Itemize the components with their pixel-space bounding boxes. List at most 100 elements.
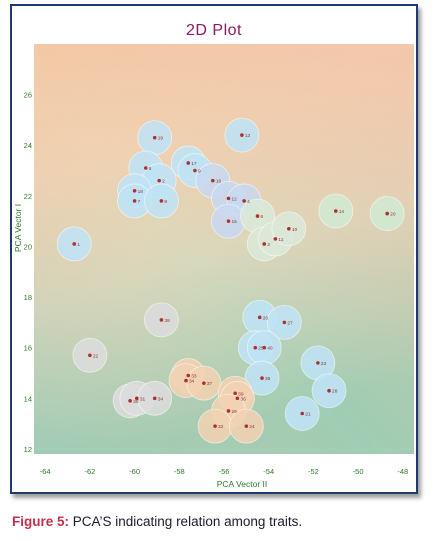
point-label: 34 xyxy=(158,396,164,402)
x-tick-label: -50 xyxy=(353,467,364,476)
point-label: 24 xyxy=(249,424,255,430)
data-point xyxy=(235,396,240,401)
x-tick-label: -62 xyxy=(84,467,95,476)
y-tick-label: 20 xyxy=(24,242,32,251)
data-point xyxy=(242,199,246,203)
pca-scatter-chart: 1 19 5 2 179 18 7 8 16 12 4 15 13 6 3 11 10 14 20 38 22 26 27 2… xyxy=(13,44,414,489)
bubble-layer: 1 19 5 2 179 18 7 8 16 12 4 15 13 6 3 11 10 14 20 38 22 26 27 2… xyxy=(56,117,405,444)
data-point xyxy=(157,178,161,183)
point-label: 25 xyxy=(258,346,264,352)
point-label: 21 xyxy=(305,412,311,418)
data-point xyxy=(72,242,77,246)
data-point xyxy=(327,388,331,393)
y-tick-label: 22 xyxy=(24,192,32,201)
point-label: 7 xyxy=(138,199,141,205)
point-label: 33 xyxy=(191,374,197,380)
point-label: 16 xyxy=(216,179,222,185)
point-label: 29 xyxy=(231,409,237,415)
data-point xyxy=(132,199,137,203)
data-point xyxy=(184,378,188,383)
data-point xyxy=(202,381,206,385)
x-tick-label: -64 xyxy=(40,467,51,476)
data-point xyxy=(186,161,191,165)
point-label: 23 xyxy=(321,361,327,367)
point-label: 36 xyxy=(240,396,246,402)
point-label: 12 xyxy=(231,196,237,202)
data-point xyxy=(260,376,264,380)
point-label: 26 xyxy=(263,315,269,321)
point-label: 40 xyxy=(267,346,273,352)
data-point xyxy=(193,168,197,173)
data-point xyxy=(226,409,231,413)
point-label: 28 xyxy=(332,389,338,395)
x-tick-label: -56 xyxy=(219,467,230,476)
point-label: 1 xyxy=(77,242,80,248)
point-label: 22 xyxy=(93,353,99,359)
point-label: 11 xyxy=(278,237,283,243)
data-point xyxy=(211,178,215,183)
data-point xyxy=(226,219,231,223)
tick-layer: -64 -62 -60 -58 -56 -54 -52 -50 -481214161820222… xyxy=(24,91,409,476)
data-point xyxy=(213,424,217,428)
figure-caption: Figure 5: PCA’S indicating relation amon… xyxy=(12,514,302,529)
data-point xyxy=(385,211,389,216)
figure-frame: 1 19 5 2 17 9 18 7 8 16 12 4 15 13 6 3 11 10 14 20 38 22 26 27 2… xyxy=(10,4,418,494)
data-point xyxy=(333,209,338,213)
data-point xyxy=(159,318,164,322)
data-point xyxy=(143,166,148,170)
data-point xyxy=(226,196,231,201)
point-label: 4 xyxy=(247,199,250,205)
data-point xyxy=(244,424,249,428)
point-label: 30 xyxy=(133,399,139,405)
point-label: 19 xyxy=(158,136,164,142)
y-axis-label: PCA Vector I xyxy=(13,204,23,252)
data-point xyxy=(152,396,157,401)
x-tick-label: -52 xyxy=(308,467,319,476)
point-label: 18 xyxy=(138,189,144,195)
point-label: 5 xyxy=(149,166,152,172)
x-tick-label: -54 xyxy=(263,467,274,476)
data-point xyxy=(257,315,262,320)
data-point xyxy=(159,199,164,203)
y-tick-label: 12 xyxy=(24,445,32,454)
plot-title: 2D Plot xyxy=(186,22,242,39)
point-label: 15 xyxy=(231,219,237,225)
data-point xyxy=(128,399,132,403)
point-label: 6 xyxy=(261,214,264,220)
data-point xyxy=(135,396,139,401)
y-tick-label: 26 xyxy=(24,91,32,100)
point-label: 17 xyxy=(191,161,197,167)
data-point xyxy=(262,345,267,350)
point-label: 34 xyxy=(189,379,195,385)
data-point xyxy=(262,242,267,246)
y-tick-label: 18 xyxy=(24,293,32,302)
point-label: 31 xyxy=(140,396,146,402)
y-tick-label: 24 xyxy=(24,141,32,150)
data-point xyxy=(316,361,320,365)
data-point xyxy=(300,411,305,416)
y-tick-label: 14 xyxy=(24,394,32,403)
x-tick-label: -60 xyxy=(129,467,140,476)
point-label: 14 xyxy=(339,209,345,215)
point-label: 13 xyxy=(245,133,251,139)
data-point xyxy=(282,320,287,325)
point-label: 35 xyxy=(265,376,271,382)
point-label: 9 xyxy=(198,169,201,175)
data-point xyxy=(88,353,92,358)
data-point xyxy=(255,214,260,218)
x-tick-label: -48 xyxy=(397,467,408,476)
data-point xyxy=(233,391,237,396)
point-label: 20 xyxy=(390,212,396,218)
point-label: 39 xyxy=(238,391,244,397)
data-point xyxy=(287,226,291,231)
point-label: 32 xyxy=(218,424,224,430)
point-label: 27 xyxy=(287,320,293,326)
caption-text: PCA’S indicating relation among traits. xyxy=(69,514,303,529)
point-label: 3 xyxy=(267,242,270,248)
data-point xyxy=(273,237,278,241)
point-label: 37 xyxy=(207,381,213,387)
point-label: 2 xyxy=(162,179,165,185)
data-point xyxy=(152,135,157,140)
caption-label: Figure 5: xyxy=(12,514,70,529)
data-point xyxy=(132,188,137,193)
